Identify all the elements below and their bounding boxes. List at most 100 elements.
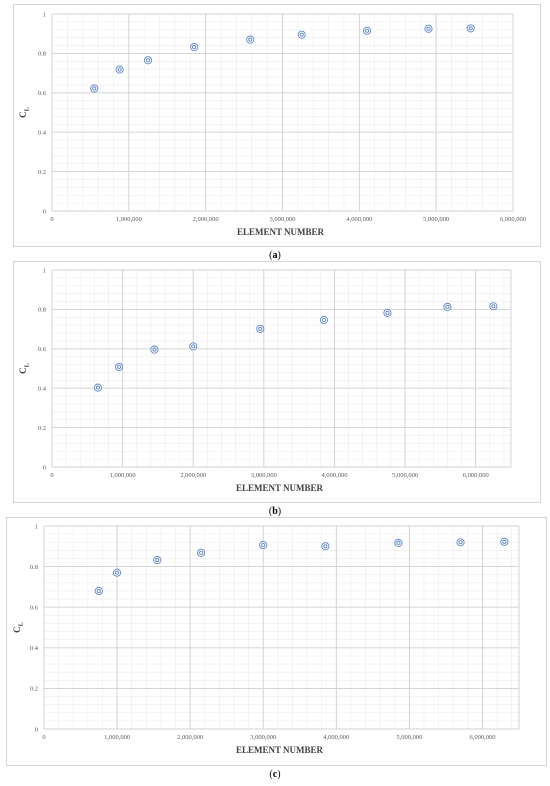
y-axis-title-a: CL xyxy=(18,106,31,118)
data-point-outer-ring-b xyxy=(93,383,102,392)
data-point-a xyxy=(246,35,255,44)
caption-c: (c) xyxy=(269,769,281,780)
data-point-b xyxy=(93,383,102,392)
y-tick-label-a: 0.4 xyxy=(38,130,47,137)
data-point-a xyxy=(362,26,372,35)
data-point-inner-ring-b xyxy=(117,364,122,369)
data-point-inner-ring-c xyxy=(502,539,507,544)
y-tick-label-a: 0.8 xyxy=(38,51,46,58)
x-tick-label-c: 6,000,000 xyxy=(469,734,495,741)
data-point-outer-ring-c xyxy=(113,568,122,577)
caption-c-letter: c xyxy=(272,769,278,780)
data-point-outer-ring-b xyxy=(189,342,198,351)
data-point-inner-ring-a xyxy=(426,26,431,31)
data-point-c xyxy=(259,541,268,550)
data-point-b xyxy=(319,315,328,325)
x-tick-label-a: 0 xyxy=(50,216,53,223)
x-tick-label-a: 3,000,000 xyxy=(270,216,296,223)
data-point-b xyxy=(150,345,159,354)
data-point-outer-ring-b xyxy=(443,302,452,311)
data-point-a xyxy=(190,43,199,52)
caption-a-letter: a xyxy=(272,250,278,261)
data-point-outer-ring-a xyxy=(143,56,153,65)
x-tick-label-b: 3,000,000 xyxy=(251,472,277,479)
data-point-outer-ring-a xyxy=(424,24,433,33)
x-tick-label-c: 2,000,000 xyxy=(177,734,203,741)
data-point-outer-ring-a xyxy=(115,65,124,74)
data-point-outer-ring-c xyxy=(456,538,465,547)
y-tick-label-a: 0 xyxy=(43,208,46,215)
x-tick-label-c: 3,000,000 xyxy=(250,734,276,741)
x-tick-label-b: 5,000,000 xyxy=(392,472,418,479)
data-point-inner-ring-c xyxy=(115,570,120,575)
data-point-b xyxy=(189,342,198,351)
x-tick-label-b: 2,000,000 xyxy=(180,472,206,479)
data-point-inner-ring-c xyxy=(261,543,266,548)
x-axis-title-c: ELEMENT NUMBER xyxy=(236,745,324,755)
y-axis-title-main-b: C xyxy=(18,367,28,374)
y-tick-label-b: 0.6 xyxy=(38,346,47,353)
data-point-outer-ring-b xyxy=(115,362,124,371)
y-axis-title-subscript-a: L xyxy=(24,106,31,111)
data-point-inner-ring-b xyxy=(385,310,390,315)
data-point-outer-ring-c xyxy=(394,538,403,547)
caption-b: (b) xyxy=(268,506,282,517)
data-point-outer-ring-c xyxy=(321,542,330,551)
data-point-outer-ring-a xyxy=(362,26,372,35)
data-point-outer-ring-b xyxy=(256,324,265,333)
x-tick-label-a: 4,000,000 xyxy=(346,216,372,223)
x-tick-label-a: 6,000,000 xyxy=(500,216,526,223)
y-tick-label-a: 0.2 xyxy=(38,169,46,176)
data-point-a xyxy=(90,84,99,93)
y-tick-label-c: 1 xyxy=(35,523,38,530)
data-point-inner-ring-a xyxy=(145,58,151,63)
data-point-c xyxy=(197,548,206,557)
data-point-inner-ring-b xyxy=(258,326,263,331)
data-point-inner-ring-c xyxy=(396,540,401,545)
y-tick-label-a: 1 xyxy=(43,11,46,18)
data-point-inner-ring-c xyxy=(458,540,463,545)
data-point-outer-ring-a xyxy=(190,43,199,52)
y-tick-label-b: 0.4 xyxy=(38,386,47,393)
data-point-inner-ring-b xyxy=(321,317,326,323)
data-point-outer-ring-a xyxy=(246,35,255,44)
data-point-b xyxy=(115,362,124,371)
data-point-outer-ring-a xyxy=(90,84,99,93)
data-point-c xyxy=(394,538,403,547)
data-point-a xyxy=(115,65,124,74)
y-tick-label-b: 0 xyxy=(43,464,46,471)
data-point-c xyxy=(153,556,162,565)
data-point-inner-ring-a xyxy=(117,67,122,72)
data-point-a xyxy=(424,24,433,33)
y-tick-label-c: 0.4 xyxy=(30,645,39,652)
data-point-inner-ring-b xyxy=(491,304,496,309)
x-tick-label-a: 5,000,000 xyxy=(423,216,449,223)
x-tick-label-c: 5,000,000 xyxy=(396,734,422,741)
x-axis-title-b: ELEMENT NUMBER xyxy=(236,483,324,493)
data-point-a xyxy=(466,24,475,33)
data-point-b xyxy=(489,302,498,311)
data-point-inner-ring-c xyxy=(155,558,160,563)
y-tick-label-b: 1 xyxy=(43,267,46,274)
x-axis-title-a: ELEMENT NUMBER xyxy=(237,227,325,237)
data-point-inner-ring-a xyxy=(192,45,197,50)
data-point-b xyxy=(256,324,265,333)
data-point-inner-ring-c xyxy=(96,588,101,594)
y-tick-label-b: 0.2 xyxy=(38,425,46,432)
y-tick-label-a: 0.6 xyxy=(38,90,47,97)
y-tick-label-c: 0.8 xyxy=(30,564,38,571)
x-tick-label-b: 0 xyxy=(50,472,53,479)
data-point-outer-ring-b xyxy=(383,308,392,317)
data-point-c xyxy=(500,537,509,546)
data-point-inner-ring-a xyxy=(248,37,253,42)
data-point-inner-ring-c xyxy=(199,550,204,555)
data-point-inner-ring-a xyxy=(364,28,370,33)
data-point-inner-ring-b xyxy=(95,385,100,390)
data-point-a xyxy=(297,30,306,39)
data-point-outer-ring-c xyxy=(197,548,206,557)
x-tick-label-a: 2,000,000 xyxy=(193,216,219,223)
y-tick-label-c: 0 xyxy=(35,726,38,733)
